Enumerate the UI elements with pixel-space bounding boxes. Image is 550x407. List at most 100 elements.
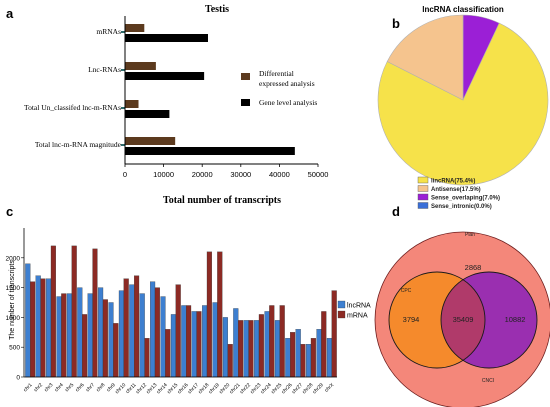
venn-label-cnci: CNCI — [482, 378, 494, 384]
panel-c-bar-mrna-chr29 — [321, 311, 327, 378]
panel-c-x-tick-label: chr12 — [135, 382, 148, 395]
panel-b-legend-label-3: Sense_intronic(0.0%) — [431, 204, 492, 210]
panel-c-bar-mrna-chr21 — [238, 320, 244, 378]
panel-c-bar-mrna-chr16 — [186, 305, 192, 378]
panel-c-bar-mrna-chr5 — [71, 245, 77, 378]
venn-value-plan-only: 2868 — [465, 263, 482, 272]
panel-b-legend-swatch-3 — [417, 202, 429, 209]
panel-c-bar-lncrna-chr21 — [233, 308, 239, 378]
panel-c-bar-lncrna-chr12 — [139, 293, 145, 378]
panel-c-x-tick-label: chr29 — [312, 382, 325, 395]
panel-c-bar-lncrna-chr5 — [66, 293, 72, 378]
panel-c-bar-mrna-chr17 — [196, 311, 202, 378]
panel-c-bar-lncrna-chrX — [326, 338, 332, 378]
panel-a-category-labels: mRNAs Lnc-RNAs Total Un_classifed lnc-m-RN… — [24, 27, 125, 149]
panel-c-bar-mrna-chr18 — [206, 251, 212, 378]
panel-c-x-tick-label: chr17 — [187, 382, 200, 395]
panel-a-legend-swatch-differential — [241, 73, 250, 80]
panel-b-legend: lincRNA(75.4%) Antisense(17.5%) Sense_over… — [417, 176, 500, 210]
panel-c-legend-label-mrna: mRNA — [347, 313, 368, 320]
venn-value-cpc-only: 3794 — [403, 315, 420, 324]
panel-c-bars — [25, 245, 337, 378]
panel-b-pie-chart: lncRNA classification lincRNA(75.4%) Anti… — [377, 5, 549, 210]
panel-a-bars — [125, 24, 295, 155]
panel-a-x-tick-label: 10000 — [153, 170, 174, 179]
panel-c-bar-lncrna-chr2 — [35, 275, 41, 378]
panel-c-x-tick-label: chr4 — [54, 382, 65, 393]
panel-c-bar-mrna-chr10 — [123, 278, 129, 378]
panel-c-bar-mrna-chr23 — [258, 314, 264, 378]
panel-a-bar-differential-0 — [125, 24, 145, 32]
panel-a-legend-label-differential-line2: expressed analysis — [259, 79, 315, 88]
panel-a-category-label: Lnc-RNAs — [88, 65, 121, 74]
panel-c-bar-mrna-chr8 — [102, 299, 108, 378]
panel-c-bar-mrna-chr13 — [154, 287, 160, 378]
panel-c-x-tick-label: chrX — [324, 382, 336, 394]
panel-c-bar-lncrna-chr6 — [77, 287, 83, 378]
panel-c-legend-label-lncrna: lncRNA — [347, 303, 371, 310]
venn-cnci-only-region — [463, 272, 537, 369]
panel-b-title: lncRNA classification — [422, 5, 504, 14]
panel-a-bar-gene-level-3 — [125, 147, 295, 155]
panel-c-legend-swatch-mrna — [337, 310, 346, 319]
panel-a-category-marker — [121, 107, 125, 109]
panel-c-x-tick-label: chr27 — [291, 382, 304, 395]
panel-c-bar-mrna-chr28 — [310, 338, 316, 378]
venn-overlap-region — [441, 279, 485, 361]
venn-value-overlap: 35409 — [453, 315, 474, 324]
venn-label-cpc: CPC — [401, 288, 412, 294]
panel-b-legend-swatch-1 — [417, 185, 429, 192]
panel-c-bar-mrna-chrX — [331, 290, 337, 378]
panel-c-bar-mrna-chr6 — [82, 314, 88, 378]
panel-b-slice-1 — [386, 14, 464, 101]
panel-d-venn: Plan CPC CNCI 2868 3794 35409 10882 — [374, 231, 550, 407]
panel-c-x-tick-label: chr19 — [208, 382, 221, 395]
panel-a-bar-gene-level-2 — [125, 110, 170, 118]
panel-c-bar-lncrna-chr20 — [222, 317, 228, 378]
panel-b-legend-swatch-0 — [417, 176, 429, 184]
panel-c-bar-lncrna-chr3 — [46, 278, 52, 378]
panel-a-x-tick-label: 20000 — [192, 170, 213, 179]
panel-a-category-marker — [121, 31, 125, 33]
panel-c-bar-lncrna-chr16 — [181, 305, 187, 378]
panel-c-x-tick-label: chr24 — [260, 382, 273, 395]
panel-c-bar-lncrna-chr4 — [56, 296, 62, 378]
panel-c-bar-lncrna-chr1 — [25, 263, 31, 378]
panel-c-y-tick-label: 500 — [9, 345, 20, 352]
panel-c-bar-mrna-chr12 — [144, 338, 150, 378]
panel-c-bar-lncrna-chr7 — [87, 293, 93, 378]
panel-c-bar-lncrna-chr26 — [285, 338, 291, 378]
panel-a-category-marker — [121, 144, 125, 146]
panel-a-bar-gene-level-1 — [125, 72, 205, 80]
panel-c-x-tick-label: chr22 — [239, 382, 252, 395]
panel-c-x-tick-label: chr1 — [22, 382, 33, 393]
panel-a-x-tick-label: 0 — [123, 170, 127, 179]
panel-b-legend-label-0: lincRNA(75.4%) — [431, 179, 475, 185]
panel-c-bar-lncrna-chr23 — [254, 320, 260, 378]
panel-letter-b: b — [392, 16, 400, 31]
panel-c-x-tick-label: chr6 — [74, 382, 85, 393]
panel-a-x-tick-label: 30000 — [230, 170, 251, 179]
panel-a-legend-swatch-gene-level — [241, 99, 250, 106]
panel-c-bar-mrna-chr15 — [175, 284, 181, 378]
panel-c-bar-lncrna-chr10 — [118, 290, 124, 378]
panel-b-slice-0 — [377, 22, 549, 186]
panel-letter-c: c — [6, 204, 13, 219]
panel-a-category-label: mRNAs — [96, 27, 121, 36]
panel-c-x-tick-label: chr21 — [229, 382, 242, 395]
panel-c-bar-lncrna-chr17 — [191, 311, 197, 378]
venn-cpc-circle — [388, 271, 486, 369]
venn-label-plan: Plan — [465, 232, 475, 238]
panel-b-slices — [377, 14, 549, 186]
panel-c-y-tick-label: 0 — [16, 375, 20, 382]
panel-a-x-tick-label: 40000 — [269, 170, 290, 179]
panel-c-x-tick-label: chr14 — [156, 382, 169, 395]
panel-c-bar-lncrna-chr13 — [150, 281, 156, 378]
panel-c-x-tick-label: chr7 — [85, 382, 96, 393]
panel-c-x-tick-label: chr9 — [106, 382, 117, 393]
panel-c-bar-mrna-chr1 — [30, 281, 36, 378]
venn-cnci-circle — [440, 271, 538, 369]
panel-c-legend-swatch-lncrna — [337, 300, 346, 309]
panel-c-bar-lncrna-chr8 — [98, 287, 104, 378]
